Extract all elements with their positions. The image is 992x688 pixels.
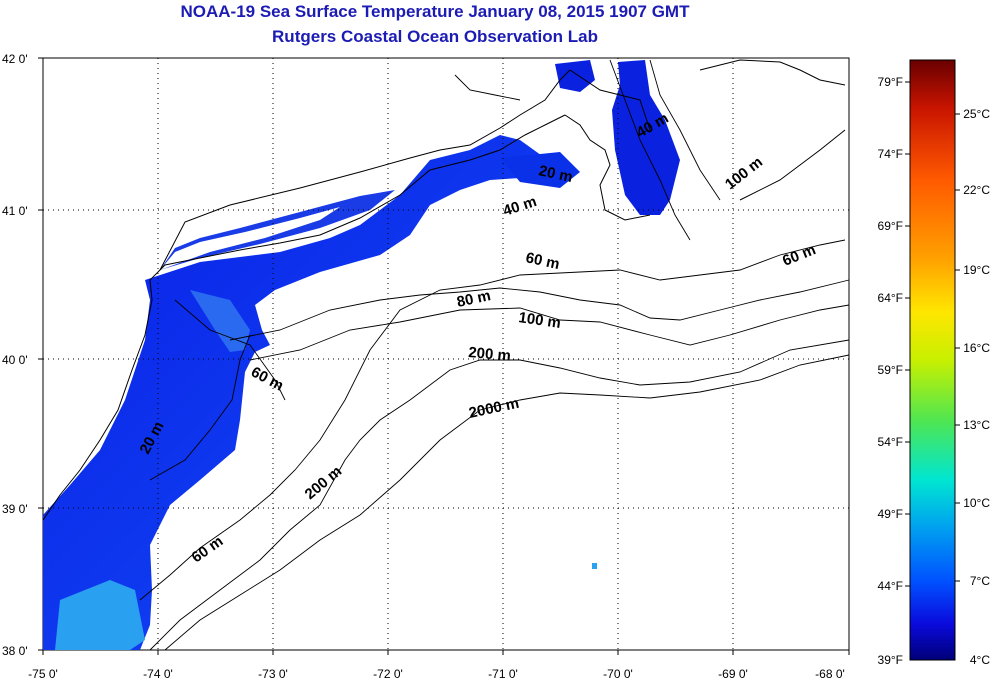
- contour-label: 200 m: [468, 344, 512, 365]
- latitude-labels: 42 0' 41 0' 40 0' 39 0' 38 0': [2, 52, 28, 658]
- colorbar-c-label: 10°C: [963, 496, 990, 510]
- lat-label: 38 0': [2, 644, 28, 658]
- colorbar: 79°F 74°F 69°F 64°F 59°F 54°F 49°F 44°F …: [878, 59, 990, 667]
- lat-label: 39 0': [2, 502, 28, 516]
- axis-ticks: [38, 57, 850, 655]
- colorbar-gradient: [909, 59, 956, 661]
- bathymetry-contours: [139, 59, 850, 651]
- contour-label: 80 m: [455, 287, 492, 311]
- colorbar-f-label: 64°F: [878, 291, 903, 305]
- sst-data-layer: [43, 60, 680, 650]
- colorbar-f-label: 49°F: [878, 507, 903, 521]
- lon-label: -68 0': [815, 667, 845, 681]
- lon-label: -70 0': [603, 667, 633, 681]
- map-subtitle: Rutgers Coastal Ocean Observation Lab: [272, 27, 598, 46]
- colorbar-c-label: 22°C: [963, 183, 990, 197]
- lon-label: -69 0': [718, 667, 748, 681]
- colorbar-f-label: 54°F: [878, 435, 903, 449]
- colorbar-f-label: 79°F: [878, 75, 903, 89]
- colorbar-c-label: 7°C: [970, 574, 990, 588]
- lon-label: -74 0': [143, 667, 173, 681]
- contour-label: 20 m: [537, 162, 574, 186]
- lat-label: 41 0': [2, 204, 28, 218]
- lat-label: 42 0': [2, 52, 28, 66]
- colorbar-f-label: 39°F: [878, 653, 903, 667]
- colorbar-c-label: 13°C: [963, 418, 990, 432]
- graticule: [43, 58, 849, 650]
- colorbar-c-label: 25°C: [963, 107, 990, 121]
- colorbar-f-label: 59°F: [878, 363, 903, 377]
- map-title: NOAA-19 Sea Surface Temperature January …: [180, 2, 690, 21]
- contour-label: 100 m: [517, 309, 561, 332]
- colorbar-c-label: 4°C: [970, 653, 990, 667]
- contour-label: 60 m: [524, 249, 561, 273]
- colorbar-f-label: 44°F: [878, 579, 903, 593]
- longitude-labels: -75 0' -74 0' -73 0' -72 0' -71 0' -70 0…: [28, 667, 845, 681]
- lat-label: 40 0': [2, 353, 28, 367]
- colorbar-c-label: 19°C: [963, 263, 990, 277]
- colorbar-f-label: 69°F: [878, 219, 903, 233]
- lon-label: -72 0': [373, 667, 403, 681]
- lon-label: -75 0': [28, 667, 58, 681]
- colorbar-f-label: 74°F: [878, 147, 903, 161]
- coastline: [42, 59, 846, 521]
- lon-label: -71 0': [488, 667, 518, 681]
- lon-label: -73 0': [258, 667, 288, 681]
- colorbar-c-label: 16°C: [963, 341, 990, 355]
